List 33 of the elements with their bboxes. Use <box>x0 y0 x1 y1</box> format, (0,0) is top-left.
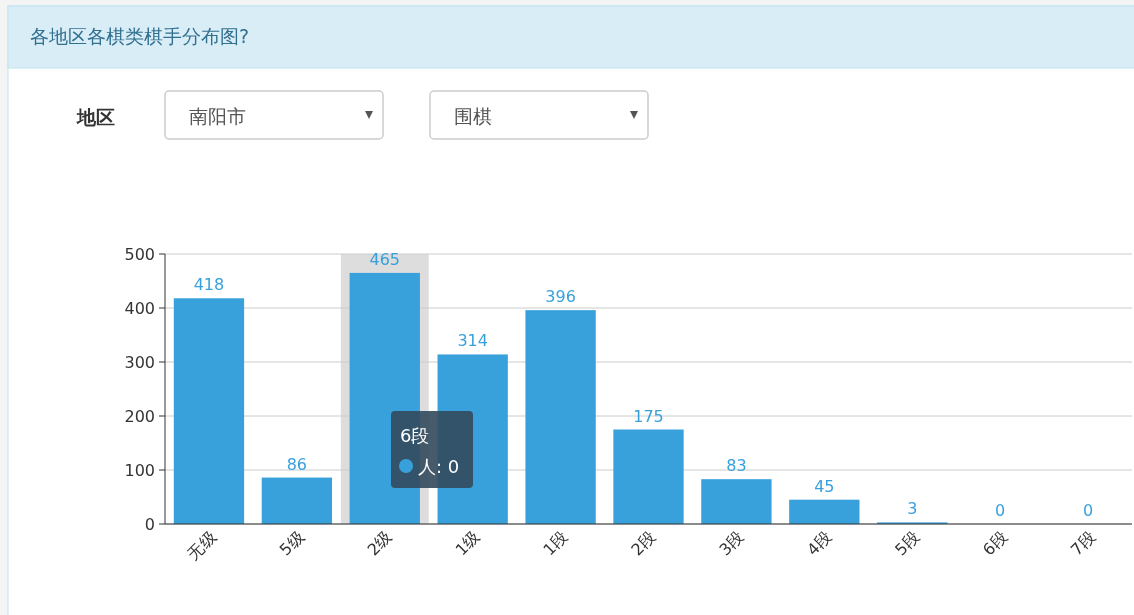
data-label: 3 <box>907 499 918 519</box>
data-label: 0 <box>995 501 1006 520</box>
x-tick-label: 4段 <box>803 527 836 560</box>
annotation: 6段 <box>400 425 430 446</box>
y-tick-label: 500 <box>124 245 155 264</box>
x-tick-label: 5段 <box>891 527 924 560</box>
y-tick-label: 300 <box>124 353 155 372</box>
annotation: 人: 0 <box>418 456 460 477</box>
x-tick-label: 5级 <box>275 527 308 560</box>
x-tick-label: 7段 <box>1066 527 1099 560</box>
data-label: 465 <box>369 249 401 269</box>
x-tick-label: 6段 <box>979 527 1011 560</box>
data-label: 0 <box>1082 501 1094 520</box>
data-label: 83 <box>726 456 747 476</box>
data-label: 86 <box>286 454 308 474</box>
data-label: 314 <box>457 331 488 351</box>
x-tick-label: 3段 <box>715 527 748 560</box>
x-tick-label: 2段 <box>627 527 660 560</box>
y-tick-label: 0 <box>144 515 155 534</box>
x-tick-label: 无级 <box>183 527 220 564</box>
data-label: 175 <box>633 406 664 426</box>
text: 地区 <box>76 106 115 128</box>
y-tick-label: 200 <box>124 407 155 426</box>
x-tick-label: 1级 <box>451 527 484 560</box>
x-tick-label: 2级 <box>363 527 396 560</box>
data-label: 45 <box>814 476 835 496</box>
chart-title: 各地区各棋类棋手分布图? <box>30 25 250 47</box>
tooltip: 6段 人: 0 <box>391 411 473 488</box>
data-label: 396 <box>545 287 576 307</box>
y-tick-label: 100 <box>124 461 155 480</box>
y-tick-label: 400 <box>124 299 155 318</box>
data-label: 418 <box>193 275 225 295</box>
x-tick-label: 1段 <box>539 527 572 560</box>
